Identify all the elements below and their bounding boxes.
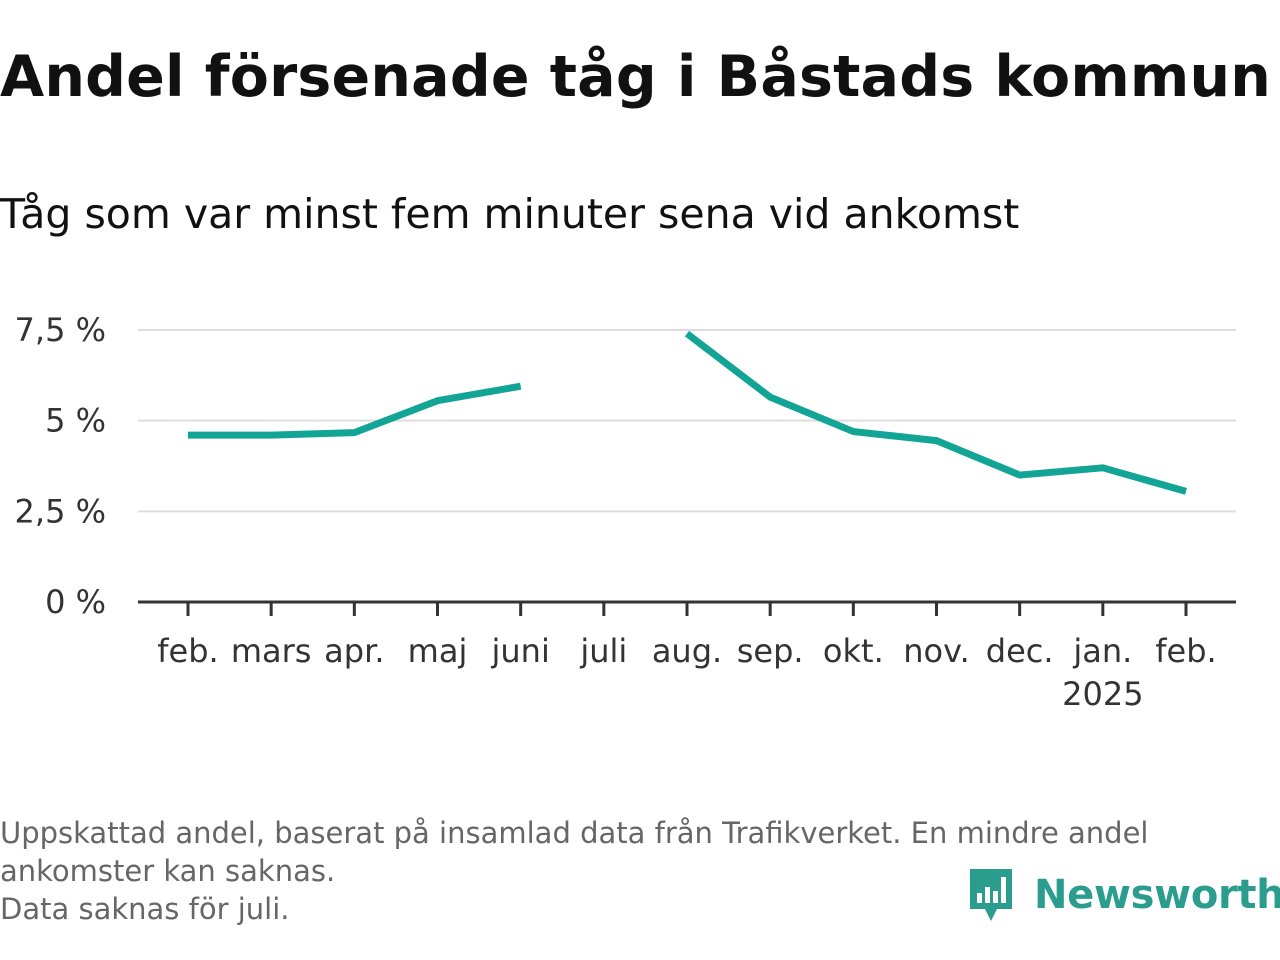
chart-title: Andel försenade tåg i Båstads kommun: [0, 44, 1272, 110]
footnote: Uppskattad andel, baserat på insamlad da…: [0, 814, 1148, 928]
y-tick-label: 7,5 %: [15, 311, 106, 349]
brand-logo: Newsworthy: [966, 864, 1280, 926]
x-tick-label: feb.: [1155, 632, 1216, 670]
series-lines: [188, 330, 1187, 495]
x-tick-label: mars: [231, 632, 312, 670]
chart-subtitle: Tåg som var minst fem minuter sena vid a…: [0, 190, 1020, 238]
brand-name: Newsworthy: [1034, 872, 1280, 918]
x-tick-label: juli: [579, 632, 627, 670]
x-tick-label: apr.: [324, 632, 384, 670]
bar-chart-speech-bubble-icon: [970, 869, 1012, 921]
x-tick-sublabel: 2025: [1062, 675, 1143, 713]
x-axis-ticks: feb. mars apr. maj juni juli aug. sep. okt. nov. d…: [157, 602, 1217, 713]
y-axis-ticks: 0 % 2,5 % 5 % 7,5 %: [15, 311, 106, 621]
x-tick-label: feb.: [157, 632, 218, 670]
x-tick-label: sep.: [737, 632, 804, 670]
footnote-line: ankomster kan saknas.: [0, 854, 336, 888]
line-chart: 0 % 2,5 % 5 % 7,5 % feb. mars apr. maj juni juli…: [15, 311, 1236, 713]
footnote-line: Uppskattad andel, baserat på insamlad da…: [0, 816, 1149, 850]
series-line: [684, 330, 1187, 495]
grid-lines: [138, 329, 1236, 513]
y-tick-label: 2,5 %: [15, 492, 106, 530]
x-tick-label: aug.: [652, 632, 722, 670]
x-tick-label: okt.: [823, 632, 884, 670]
x-tick-label: dec.: [986, 632, 1054, 670]
footnote-line: Data saknas för juli.: [0, 892, 290, 926]
y-tick-label: 0 %: [45, 583, 106, 621]
x-tick-label: nov.: [903, 632, 969, 670]
x-tick-label: maj: [408, 632, 468, 670]
x-tick-label: jan.: [1072, 632, 1132, 670]
y-tick-label: 5 %: [45, 402, 106, 440]
series-line: [188, 382, 522, 439]
x-tick-label: juni: [490, 632, 549, 670]
